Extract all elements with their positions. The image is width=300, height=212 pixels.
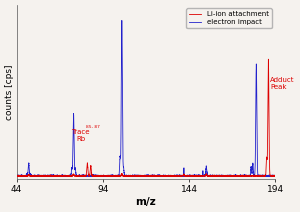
Text: Trace
Rb: Trace Rb xyxy=(71,129,90,142)
Line: electron impact: electron impact xyxy=(16,20,275,176)
electron impact xyxy=(15,175,19,177)
Li-ion attachment xyxy=(78,175,81,177)
electron impact xyxy=(272,175,275,177)
Legend: Li-ion attachment, electron impact: Li-ion attachment, electron impact xyxy=(186,8,272,28)
Li-ion attachment xyxy=(15,175,18,177)
electron impact xyxy=(15,174,18,177)
Li-ion attachment xyxy=(75,175,79,177)
X-axis label: m/z: m/z xyxy=(136,197,156,207)
Li-ion attachment xyxy=(274,175,277,177)
Li-ion attachment xyxy=(272,174,275,177)
electron impact xyxy=(131,175,134,177)
electron impact xyxy=(78,175,81,177)
Li-ion attachment xyxy=(112,174,116,177)
Li-ion attachment xyxy=(15,175,19,177)
Li-ion attachment xyxy=(131,174,134,177)
electron impact xyxy=(75,175,79,177)
Y-axis label: counts [cps]: counts [cps] xyxy=(5,64,14,120)
Text: Adduct
Peak: Adduct Peak xyxy=(270,77,295,91)
Text: 85, 87: 85, 87 xyxy=(86,124,100,128)
electron impact xyxy=(112,175,116,177)
electron impact xyxy=(76,174,80,177)
electron impact xyxy=(120,19,124,22)
Li-ion attachment xyxy=(76,174,80,177)
Li-ion attachment xyxy=(267,58,270,60)
electron impact xyxy=(274,174,277,177)
Line: Li-ion attachment: Li-ion attachment xyxy=(16,59,275,176)
